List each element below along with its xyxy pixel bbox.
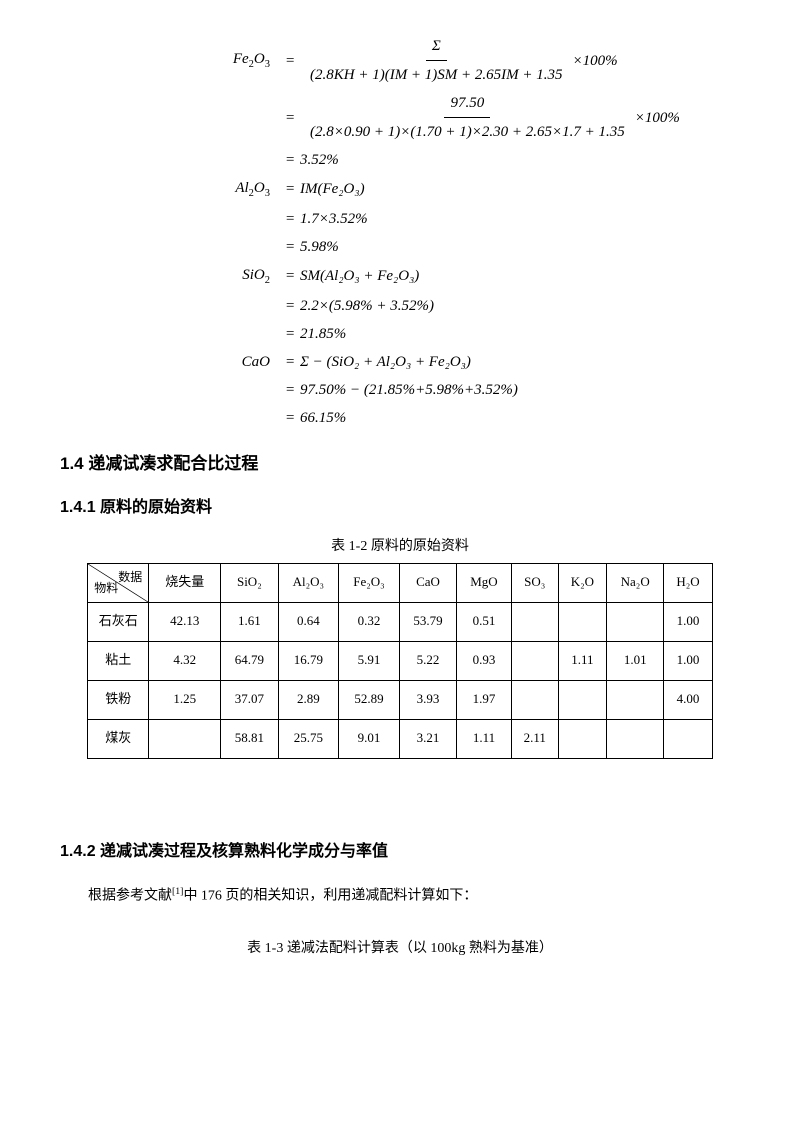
col-header: 烧失量 bbox=[149, 563, 221, 602]
table-cell: 1.11 bbox=[558, 641, 606, 680]
table-cell bbox=[558, 680, 606, 719]
table-row: 煤灰 58.8125.759.013.211.112.11 bbox=[88, 719, 713, 758]
heading-1-4-1: 1.4.1 原料的原始资料 bbox=[60, 495, 740, 521]
table-cell bbox=[511, 602, 558, 641]
heading-1-4: 1.4 递减试凑求配合比过程 bbox=[60, 450, 740, 477]
table-cell: 0.93 bbox=[457, 641, 512, 680]
eq-cao-result: = 66.15% bbox=[210, 406, 740, 430]
table-cell: 1.25 bbox=[149, 680, 221, 719]
table-cell: 4.32 bbox=[149, 641, 221, 680]
row-name: 石灰石 bbox=[88, 602, 149, 641]
text-fragment: 根据参考文献 bbox=[88, 889, 172, 904]
table-cell: 1.00 bbox=[664, 641, 713, 680]
table-cell bbox=[664, 719, 713, 758]
table-cell: 52.89 bbox=[339, 680, 400, 719]
table-cell: 5.22 bbox=[399, 641, 456, 680]
table-cell: 42.13 bbox=[149, 602, 221, 641]
eq-al2o3-result: = 5.98% bbox=[210, 235, 740, 259]
table-cell: 0.64 bbox=[278, 602, 339, 641]
table-1-3-caption: 表 1-3 递减法配料计算表（以 100kg 熟料为基准） bbox=[60, 938, 740, 960]
eq-tail: ×100% bbox=[635, 106, 680, 130]
col-header: SO₃ bbox=[511, 563, 558, 602]
table-cell: 58.81 bbox=[221, 719, 278, 758]
eq-tail: ×100% bbox=[573, 49, 618, 73]
table-cell: 16.79 bbox=[278, 641, 339, 680]
diag-bot-label: 物料 bbox=[94, 579, 118, 598]
eq-fe2o3-result: = 3.52% bbox=[210, 148, 740, 172]
col-header: Na₂O bbox=[607, 563, 664, 602]
table-cell bbox=[511, 680, 558, 719]
row-name: 粘土 bbox=[88, 641, 149, 680]
eq-fe2o3-line1: Fe2O3 = Σ (2.8KH + 1)(IM + 1)SM + 2.65IM… bbox=[210, 34, 740, 87]
diag-top-label: 数据 bbox=[118, 568, 142, 587]
col-header: CaO bbox=[399, 563, 456, 602]
col-header: SiO₂ bbox=[221, 563, 278, 602]
eq-al2o3-line1: Al2O3 = IM(Fe₂O₃) bbox=[210, 176, 740, 203]
eq-cao-line2: = 97.50% − (21.85%+5.98%+3.52%) bbox=[210, 378, 740, 402]
table-cell: 1.01 bbox=[607, 641, 664, 680]
col-header: Al₂O₃ bbox=[278, 563, 339, 602]
table-cell bbox=[511, 641, 558, 680]
eq-frac-den: (2.8KH + 1)(IM + 1)SM + 2.65IM + 1.35 bbox=[304, 61, 569, 87]
table-diagonal-header: 数据 物料 bbox=[88, 563, 149, 602]
table-cell: 3.93 bbox=[399, 680, 456, 719]
eq-sio2-line2: = 2.2×(5.98% + 3.52%) bbox=[210, 294, 740, 318]
table-cell: 0.32 bbox=[339, 602, 400, 641]
table-cell: 1.97 bbox=[457, 680, 512, 719]
table-cell: 2.89 bbox=[278, 680, 339, 719]
eq-al2o3-line2: = 1.7×3.52% bbox=[210, 207, 740, 231]
table-cell bbox=[149, 719, 221, 758]
table-cell: 1.61 bbox=[221, 602, 278, 641]
eq-cao-line1: CaO = Σ − (SiO₂ + Al₂O₃ + Fe₂O₃) bbox=[210, 350, 740, 374]
reference-superscript: [1] bbox=[172, 886, 183, 897]
table-row: 石灰石42.131.610.640.3253.790.51 1.00 bbox=[88, 602, 713, 641]
text-fragment: 中 176 页的相关知识，利用递减配料计算如下： bbox=[183, 889, 477, 904]
table-row: 铁粉1.2537.072.8952.893.931.97 4.00 bbox=[88, 680, 713, 719]
table-cell: 5.91 bbox=[339, 641, 400, 680]
table-cell: 1.11 bbox=[457, 719, 512, 758]
table-1-2: 数据 物料 烧失量 SiO₂ Al₂O₃ Fe₂O₃ CaO MgO SO₃ K… bbox=[87, 563, 713, 759]
table-cell: 37.07 bbox=[221, 680, 278, 719]
table-header-row: 数据 物料 烧失量 SiO₂ Al₂O₃ Fe₂O₃ CaO MgO SO₃ K… bbox=[88, 563, 713, 602]
col-header: K₂O bbox=[558, 563, 606, 602]
table-cell: 64.79 bbox=[221, 641, 278, 680]
table-cell: 0.51 bbox=[457, 602, 512, 641]
table-cell: 53.79 bbox=[399, 602, 456, 641]
table-cell: 2.11 bbox=[511, 719, 558, 758]
table-cell: 25.75 bbox=[278, 719, 339, 758]
eq-frac-den: (2.8×0.90 + 1)×(1.70 + 1)×2.30 + 2.65×1.… bbox=[304, 118, 631, 144]
eq-frac-num: Σ bbox=[426, 34, 447, 61]
heading-1-4-2: 1.4.2 递减试凑过程及核算熟料化学成分与率值 bbox=[60, 839, 740, 865]
table-cell bbox=[607, 602, 664, 641]
table-cell: 4.00 bbox=[664, 680, 713, 719]
col-header: MgO bbox=[457, 563, 512, 602]
table-1-2-caption: 表 1-2 原料的原始资料 bbox=[60, 536, 740, 558]
table-cell: 9.01 bbox=[339, 719, 400, 758]
row-name: 铁粉 bbox=[88, 680, 149, 719]
table-cell bbox=[607, 680, 664, 719]
eq-fe2o3-line2: = 97.50 (2.8×0.90 + 1)×(1.70 + 1)×2.30 +… bbox=[210, 91, 740, 144]
table-cell bbox=[607, 719, 664, 758]
body-paragraph: 根据参考文献[1]中 176 页的相关知识，利用递减配料计算如下： bbox=[60, 884, 740, 908]
table-cell bbox=[558, 602, 606, 641]
col-header: Fe₂O₃ bbox=[339, 563, 400, 602]
eq-sio2-result: = 21.85% bbox=[210, 322, 740, 346]
row-name: 煤灰 bbox=[88, 719, 149, 758]
eq-sio2-line1: SiO2 = SM(Al₂O₃ + Fe₂O₃) bbox=[210, 263, 740, 290]
table-row: 粘土4.3264.7916.795.915.220.93 1.111.011.00 bbox=[88, 641, 713, 680]
eq-frac-num: 97.50 bbox=[444, 91, 490, 118]
equations-block: Fe2O3 = Σ (2.8KH + 1)(IM + 1)SM + 2.65IM… bbox=[210, 34, 740, 430]
col-header: H₂O bbox=[664, 563, 713, 602]
table-cell bbox=[558, 719, 606, 758]
table-cell: 3.21 bbox=[399, 719, 456, 758]
table-cell: 1.00 bbox=[664, 602, 713, 641]
